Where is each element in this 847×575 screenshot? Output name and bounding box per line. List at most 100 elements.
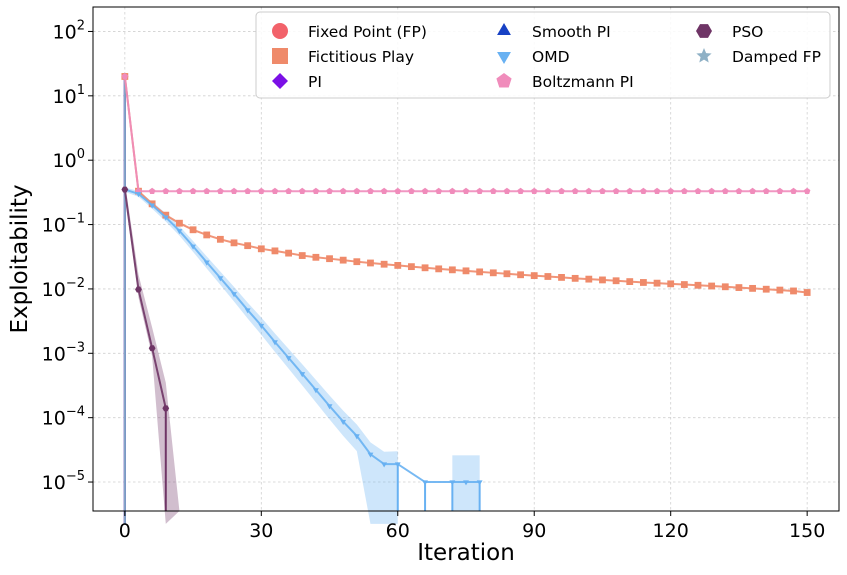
- x-tick-label: 30: [249, 520, 273, 542]
- omd-point: [162, 215, 169, 221]
- legend: Fixed Point (FP) Fictitious Play PI Smooth …: [255, 11, 831, 99]
- fictitious-play-point: [489, 269, 497, 277]
- boltzmann-pi-point: [271, 187, 279, 194]
- boltzmann-pi-point: [667, 187, 674, 194]
- boltzmann-pi-point: [762, 187, 770, 194]
- omd-point: [326, 404, 333, 410]
- omd-point: [312, 388, 319, 394]
- boltzmann-pi-point: [285, 187, 292, 194]
- fictitious-play-point: [162, 211, 170, 219]
- fictitious-play-point: [640, 279, 647, 286]
- fictitious-play-point: [244, 242, 252, 250]
- y-tick-label: 10−1: [42, 212, 85, 237]
- boltzmann-pi-point: [558, 187, 565, 194]
- boltzmann-pi-point: [408, 187, 415, 194]
- boltzmann-pi-point: [476, 187, 483, 194]
- boltzmann-pi-point: [708, 187, 715, 194]
- y-tick-label: 100: [53, 147, 85, 172]
- series-lines: [121, 73, 811, 524]
- boltzmann-pi-point: [353, 187, 361, 194]
- fictitious-play-point: [216, 235, 224, 243]
- boltzmann-pi-point: [339, 187, 347, 194]
- x-tick-label: 120: [653, 520, 689, 542]
- fictitious-play-point: [230, 239, 238, 247]
- fictitious-play-line: [123, 76, 808, 294]
- omd-point: [203, 260, 210, 266]
- y-tick-label: 10−5: [42, 469, 85, 494]
- boltzmann-pi-point: [803, 187, 811, 194]
- boltzmann-pi-point: [490, 187, 497, 194]
- omd-band: [124, 187, 398, 524]
- fictitious-play-point: [790, 287, 797, 295]
- legend-boltzmann-pi-icon: [496, 73, 512, 88]
- boltzmann-pi-point: [380, 187, 388, 194]
- boltzmann-pi-point: [681, 187, 688, 194]
- legend-damped-fp-label: Damped FP: [732, 48, 821, 66]
- fictitious-play-point: [544, 273, 552, 280]
- fictitious-play-point: [503, 270, 511, 278]
- fictitious-play-point: [476, 268, 484, 276]
- boltzmann-pi-point: [258, 187, 265, 194]
- fictitious-play-point: [571, 274, 579, 282]
- boltzmann-pi-point: [571, 187, 579, 194]
- boltzmann-pi-point: [299, 187, 306, 194]
- fictitious-play-point: [312, 253, 320, 261]
- legend-fictitious-play-label: Fictitious Play: [308, 48, 414, 66]
- boltzmann-pi-point: [626, 187, 633, 194]
- boltzmann-pi-point: [421, 187, 429, 194]
- y-tick-label: 10−2: [42, 276, 85, 301]
- legend-smooth-pi-icon: [497, 23, 511, 35]
- boltzmann-pi-point: [189, 187, 197, 194]
- fictitious-play-point: [735, 284, 743, 291]
- x-axis-label: Iteration: [417, 540, 515, 566]
- boltzmann-pi-point: [312, 187, 320, 194]
- fictitious-play-point: [776, 286, 784, 294]
- fictitious-play-point: [462, 267, 470, 275]
- omd-point: [244, 308, 251, 314]
- legend-pso-label: PSO: [732, 23, 763, 41]
- boltzmann-pi-point: [394, 187, 402, 194]
- fictitious-play-point: [203, 231, 211, 239]
- fictitious-play-point: [448, 266, 456, 274]
- fictitious-play-point: [585, 275, 593, 283]
- omd-point: [285, 356, 292, 362]
- legend-pi-label: PI: [308, 73, 322, 91]
- pso-line: [123, 189, 167, 409]
- fictitious-play-point: [626, 278, 634, 285]
- x-axis-ticks: 0 30 60 90 120 150: [119, 511, 825, 542]
- fictitious-play-point: [298, 252, 306, 259]
- omd-point: [272, 340, 278, 346]
- omd-point: [135, 192, 142, 198]
- omd-point: [340, 419, 347, 425]
- fictitious-play-point: [530, 272, 538, 280]
- boltzmann-pi-point: [640, 187, 647, 194]
- legend-fixed-point-fp-label: Fixed Point (FP): [308, 23, 427, 41]
- legend-smooth-pi-label: Smooth PI: [532, 23, 611, 41]
- boltzmann-pi-point: [612, 187, 620, 194]
- boltzmann-pi-point: [544, 187, 552, 194]
- boltzmann-pi-point: [217, 187, 224, 194]
- omd-point: [353, 434, 360, 440]
- fictitious-play-point: [271, 247, 279, 255]
- fictitious-play-point: [326, 255, 333, 263]
- legend-pso-icon: [696, 24, 712, 38]
- boltzmann-pi-point: [503, 187, 511, 194]
- fictitious-play-point: [803, 289, 811, 296]
- pso-point: [135, 286, 142, 293]
- x-tick-label: 150: [789, 520, 825, 542]
- boltzmann-pi-point: [449, 187, 456, 194]
- omd-point: [367, 452, 374, 458]
- omd-point: [231, 292, 237, 298]
- boltzmann-pi-point: [790, 187, 797, 194]
- fictitious-play-point: [680, 281, 688, 288]
- fictitious-play-point: [599, 276, 606, 284]
- fictitious-play-point: [653, 279, 661, 287]
- fictitious-play-point: [285, 249, 292, 257]
- legend-box: [255, 11, 831, 99]
- fictitious-play-point: [367, 259, 374, 267]
- y-tick-label: 10−3: [42, 340, 85, 365]
- boltzmann-pi-point: [121, 73, 129, 80]
- x-tick-label: 60: [386, 520, 410, 542]
- fictitious-play-point: [176, 219, 183, 227]
